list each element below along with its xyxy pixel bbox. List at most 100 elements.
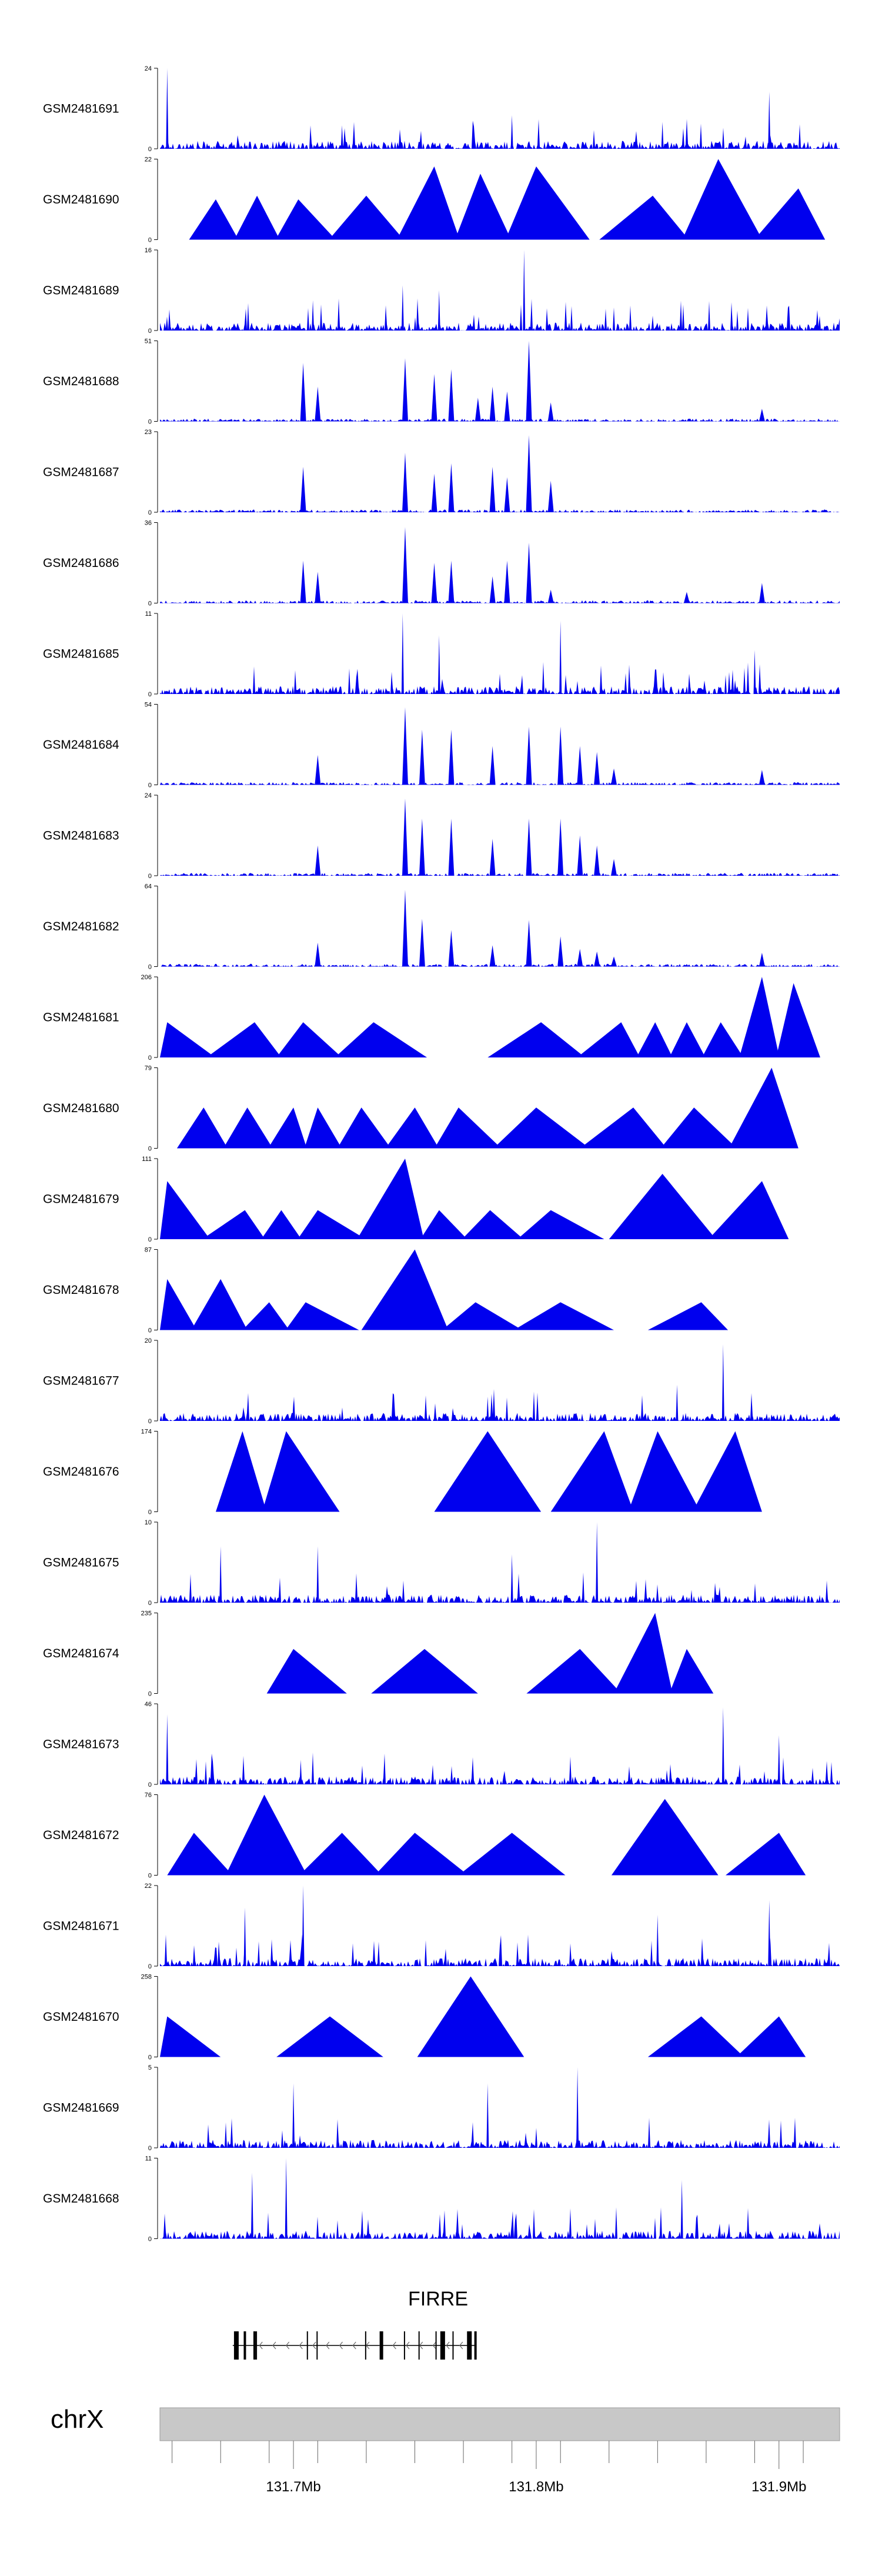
track-label: GSM2481689 (43, 284, 119, 298)
data-peak (736, 2016, 806, 2057)
data-peak (550, 1431, 634, 1512)
y-max-label: 206 (141, 974, 152, 981)
data-peak (547, 481, 554, 512)
track-gsm2481670: GSM2481670 258 0 (43, 1974, 806, 2061)
track-gsm2481675: GSM2481675 10 0 (43, 1519, 840, 1607)
data-peak (219, 1546, 222, 1603)
data-peak (419, 818, 425, 876)
track-gsm2481681: GSM2481681 206 0 (43, 974, 820, 1062)
data-peak (285, 2158, 288, 2239)
strand-arrow (285, 2341, 290, 2350)
y-max-label: 51 (145, 338, 152, 345)
data-peak (402, 452, 408, 512)
data-peak (557, 936, 564, 967)
track-gsm2481679: GSM2481679 111 0 (43, 1156, 789, 1243)
track-label: GSM2481670 (43, 2010, 119, 2024)
y-max-label: 46 (145, 1701, 152, 1708)
data-peak (261, 1210, 302, 1239)
data-peak (475, 398, 481, 422)
track-label: GSM2481683 (43, 829, 119, 843)
data-peak (448, 729, 455, 785)
data-peak (493, 1107, 590, 1149)
data-peak (513, 1302, 614, 1330)
strand-arrow (446, 2341, 450, 2350)
data-peak (420, 1210, 467, 1239)
y-max-label: 24 (145, 65, 152, 72)
data-peak (739, 977, 780, 1057)
data-peak (526, 726, 532, 785)
data-peak (315, 942, 321, 967)
data-peak (448, 463, 455, 512)
track-gsm2481671: GSM2481671 22 0 (43, 1883, 840, 1970)
data-peak (596, 1522, 599, 1603)
track-label: GSM2481682 (43, 920, 119, 933)
y-max-label: 22 (145, 1883, 152, 1890)
data-peak (340, 125, 343, 149)
data-peak (505, 166, 590, 240)
data-peak (189, 199, 239, 240)
strand-arrow (459, 2341, 463, 2350)
track-gsm2481674: GSM2481674 235 0 (43, 1610, 714, 1698)
data-peak (431, 473, 437, 512)
y-max-label: 23 (145, 429, 152, 436)
data-peak (215, 1431, 267, 1512)
axis-tick-label: 131.7Mb (266, 2479, 320, 2495)
data-peak (300, 466, 306, 512)
data-peak (721, 1707, 724, 1784)
data-peak (299, 1760, 302, 1784)
data-peak (680, 2180, 683, 2239)
chromosome-bar (159, 2407, 840, 2441)
data-peak (683, 592, 690, 603)
data-peak (160, 2016, 221, 2057)
data-peak (768, 91, 771, 149)
exon (365, 2331, 366, 2360)
data-peak (647, 1302, 729, 1330)
data-peak (489, 746, 496, 785)
data-peak (431, 563, 437, 603)
track-gsm2481687: GSM2481687 23 0 (43, 429, 840, 516)
track-label: GSM2481675 (43, 1556, 119, 1570)
y-min-label: 0 (148, 419, 152, 426)
data-peak (275, 199, 336, 240)
data-peak (504, 477, 510, 512)
data-peak (599, 195, 689, 240)
y-max-label: 11 (145, 610, 152, 618)
y-min-label: 0 (148, 1781, 152, 1788)
axis-tick-label: 131.9Mb (751, 2479, 806, 2495)
strand-arrow (312, 2341, 316, 2350)
exon (379, 2331, 383, 2360)
y-min-label: 0 (148, 782, 152, 789)
exon (253, 2331, 256, 2360)
data-peak (312, 300, 315, 331)
data-peak (517, 1210, 604, 1239)
data-peak (526, 435, 532, 512)
y-min-label: 0 (148, 1146, 152, 1153)
data-peak (402, 527, 408, 603)
data-peak (725, 1833, 806, 1876)
axis-tick-label: 131.8Mb (509, 2479, 563, 2495)
data-peak (660, 1107, 737, 1149)
data-peak (611, 1798, 719, 1876)
signal-area (160, 1752, 840, 1784)
data-peak (223, 1107, 273, 1149)
data-peak (419, 919, 425, 967)
data-peak (160, 1022, 216, 1057)
signal-area (160, 298, 840, 331)
data-peak (166, 1714, 169, 1784)
data-peak (580, 1107, 667, 1149)
data-peak (577, 746, 583, 785)
data-peak (250, 2173, 253, 2239)
track-gsm2481673: GSM2481673 46 0 (43, 1701, 840, 1788)
data-peak (709, 1181, 789, 1239)
data-peak (682, 159, 763, 240)
y-min-label: 0 (148, 328, 152, 335)
track-label: GSM2481674 (43, 1647, 119, 1660)
data-peak (437, 635, 440, 694)
y-max-label: 24 (145, 792, 152, 799)
track-label: GSM2481678 (43, 1283, 119, 1297)
track-gsm2481684: GSM2481684 54 0 (43, 702, 840, 789)
data-peak (577, 1022, 640, 1057)
strand-arrow (326, 2341, 330, 2350)
y-max-label: 258 (141, 1974, 152, 1981)
